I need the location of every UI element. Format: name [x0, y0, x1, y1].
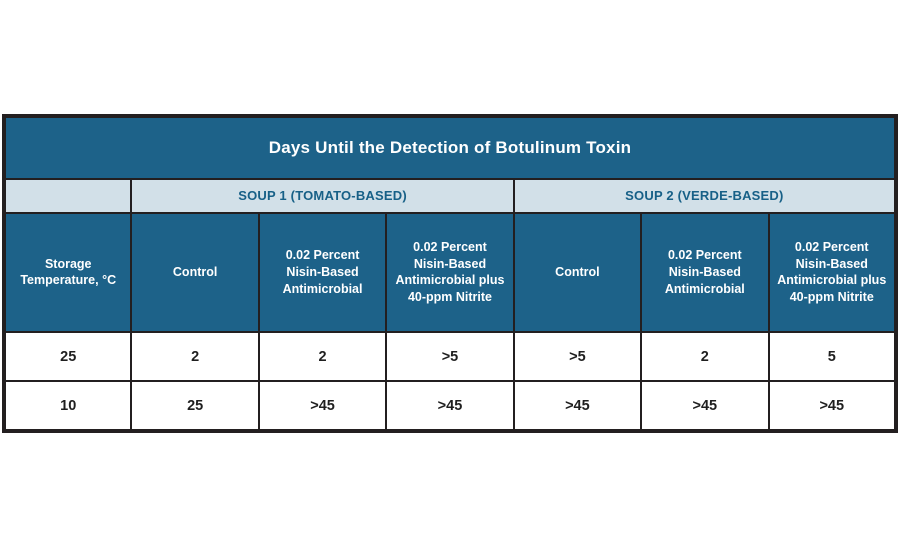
cell-10-soup2-nisin: >45: [640, 380, 770, 432]
group-header-soup2: SOUP 2 (VERDE-BASED): [512, 177, 898, 215]
table-row-temp-10: 10 25 >45 >45 >45 >45 >45: [2, 380, 898, 432]
cell-25-soup2-nisin-nitrite: 5: [767, 330, 898, 383]
column-header-row: Storage Temperature, °C Control 0.02 Per…: [2, 212, 898, 333]
cell-25-soup1-nisin: 2: [257, 330, 388, 383]
cell-temp-10: 10: [2, 380, 133, 432]
group-header-soup1: SOUP 1 (TOMATO-BASED): [130, 177, 515, 215]
cell-10-soup2-control: >45: [512, 380, 643, 432]
cell-10-soup1-control: 25: [130, 380, 260, 432]
cell-10-soup1-nisin: >45: [257, 380, 388, 432]
table-title: Days Until the Detection of Botulinum To…: [3, 115, 897, 180]
cell-temp-25: 25: [2, 330, 133, 383]
cell-25-soup2-nisin: 2: [640, 330, 770, 383]
col-header-soup1-control: Control: [130, 212, 260, 333]
cell-10-soup1-nisin-nitrite: >45: [385, 380, 515, 432]
group-header-empty: [2, 177, 133, 215]
cell-10-soup2-nisin-nitrite: >45: [767, 380, 898, 432]
col-header-storage-temperature: Storage Temperature, °C: [2, 212, 133, 333]
col-header-soup2-nisin-nitrite: 0.02 Percent Nisin-Based Antimicrobial p…: [767, 212, 898, 333]
col-header-soup1-nisin-nitrite: 0.02 Percent Nisin-Based Antimicrobial p…: [385, 212, 515, 333]
title-row: Days Until the Detection of Botulinum To…: [3, 115, 897, 180]
cell-25-soup1-nisin-nitrite: >5: [385, 330, 515, 383]
col-header-soup2-control: Control: [512, 212, 643, 333]
cell-25-soup2-control: >5: [512, 330, 643, 383]
botulinum-toxin-table: Days Until the Detection of Botulinum To…: [2, 114, 898, 433]
col-header-soup1-nisin: 0.02 Percent Nisin-Based Antimicrobial: [257, 212, 388, 333]
group-header-row: SOUP 1 (TOMATO-BASED) SOUP 2 (VERDE-BASE…: [2, 177, 898, 215]
table-row-temp-25: 25 2 2 >5 >5 2 5: [2, 330, 898, 383]
col-header-soup2-nisin: 0.02 Percent Nisin-Based Antimicrobial: [640, 212, 770, 333]
cell-25-soup1-control: 2: [130, 330, 260, 383]
